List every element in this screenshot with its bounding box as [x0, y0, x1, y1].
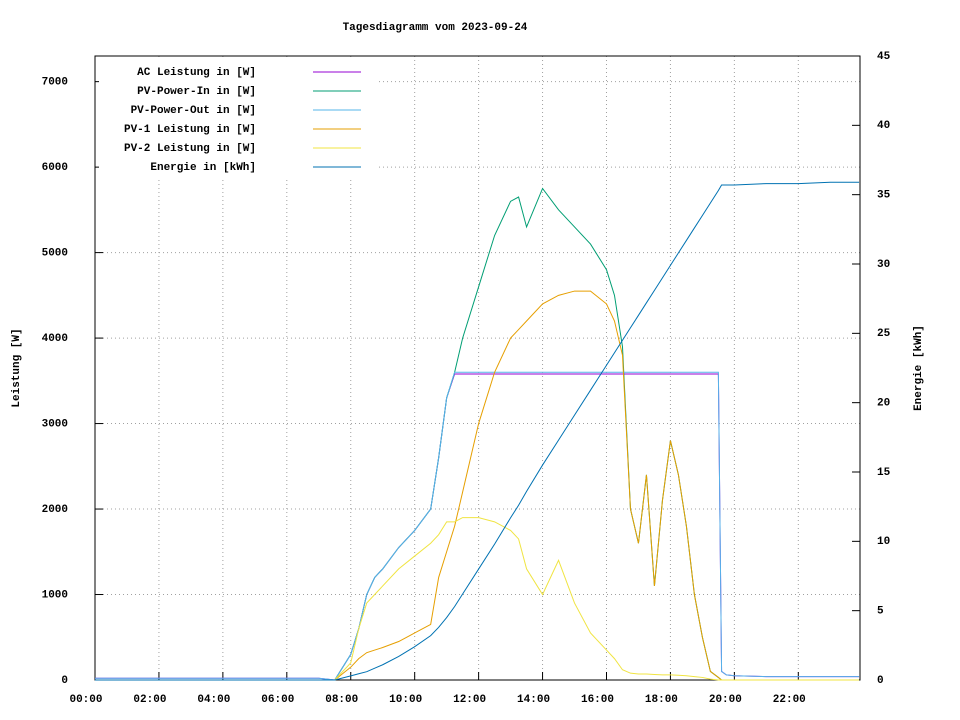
- y-tick-label: 3000: [42, 418, 68, 430]
- y-tick-label: 6000: [42, 162, 68, 174]
- legend-label: PV-Power-Out in [W]: [131, 105, 256, 117]
- y2-tick-label: 25: [877, 328, 891, 340]
- x-tick-label: 14:00: [517, 694, 550, 706]
- y-tick-label: 2000: [42, 504, 68, 516]
- x-tick-label: 06:00: [261, 694, 294, 706]
- x-tick-label: 02:00: [133, 694, 166, 706]
- y2-tick-label: 40: [877, 120, 890, 132]
- legend-label: PV-1 Leistung in [W]: [124, 124, 256, 136]
- x-tick-label: 18:00: [645, 694, 678, 706]
- x-tick-label: 16:00: [581, 694, 614, 706]
- series-line: [95, 181, 860, 681]
- series-line: [95, 290, 860, 681]
- y2-tick-label: 35: [877, 190, 891, 202]
- series-line: [95, 371, 860, 681]
- y-tick-label: 7000: [42, 77, 68, 89]
- y2-tick-label: 45: [877, 51, 891, 63]
- x-tick-label: 10:00: [389, 694, 422, 706]
- legend-label: AC Leistung in [W]: [137, 67, 256, 79]
- y2-tick-label: 30: [877, 259, 890, 271]
- x-tick-label: 04:00: [197, 694, 230, 706]
- legend-label: PV-Power-In in [W]: [137, 86, 256, 98]
- series-line: [95, 517, 860, 681]
- series-line: [95, 373, 860, 681]
- legend-label: Energie in [kWh]: [150, 162, 256, 174]
- y2-tick-label: 20: [877, 398, 890, 410]
- y-tick-label: 4000: [42, 333, 68, 345]
- x-tick-label: 00:00: [69, 694, 102, 706]
- chart-title: Tagesdiagramm vom 2023-09-24: [343, 22, 528, 34]
- y-tick-label: 1000: [42, 589, 68, 601]
- y2-tick-label: 15: [877, 467, 891, 479]
- y2-axis-label: Energie [kWh]: [913, 325, 925, 411]
- legend-label: PV-2 Leistung in [W]: [124, 143, 256, 155]
- y2-tick-label: 10: [877, 536, 890, 548]
- y-axis-label: Leistung [W]: [11, 328, 23, 407]
- x-tick-label: 20:00: [709, 694, 742, 706]
- y2-tick-label: 0: [877, 675, 884, 687]
- plot-border: [94, 55, 861, 681]
- x-tick-label: 12:00: [453, 694, 486, 706]
- y-tick-label: 0: [61, 675, 68, 687]
- y2-tick-label: 5: [877, 606, 884, 618]
- series-line: [95, 187, 860, 681]
- x-tick-label: 22:00: [773, 694, 806, 706]
- y-tick-label: 5000: [42, 248, 68, 260]
- legend-box: [99, 60, 379, 180]
- x-tick-label: 08:00: [325, 694, 358, 706]
